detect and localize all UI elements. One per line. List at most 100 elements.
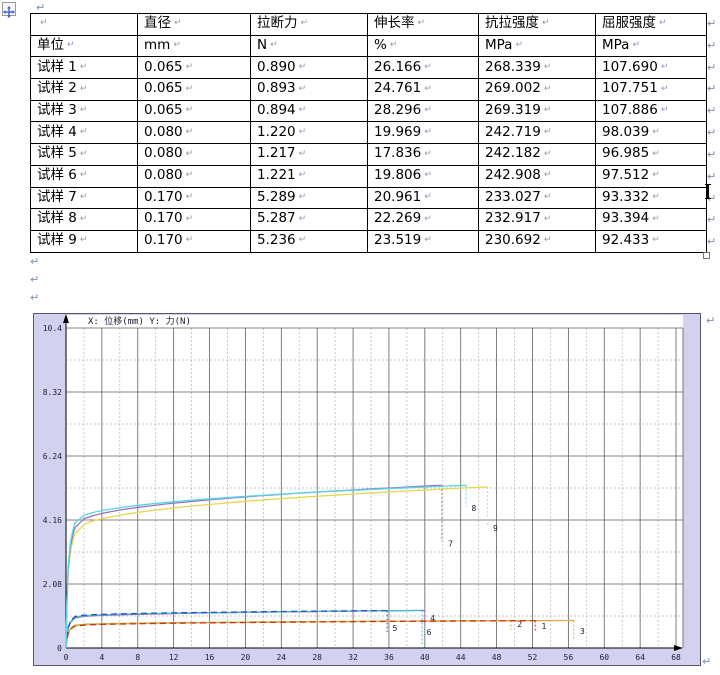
table-cell[interactable]: 24.761 ↵ [367,78,479,101]
cell-end-mark: ↵ [424,191,432,202]
cell-text: 0.170 [144,232,183,249]
table-cell[interactable]: 20.961 ↵ [367,186,479,210]
table-cell[interactable]: mm ↵ [137,34,251,58]
cell-end-mark: ↵ [632,40,641,51]
table-cell[interactable]: 0.080 ↵ [137,164,251,188]
table-cell[interactable]: 试样 4 ↵ [30,121,138,145]
table-cell[interactable]: 伸长率 ↵ [367,13,479,36]
series-label-3: 3 [580,627,585,636]
table-cell[interactable]: 5.287 ↵ [250,208,368,231]
table-cell[interactable]: 试样 5 ↵ [30,143,138,166]
table-cell[interactable]: 26.166 ↵ [367,56,479,80]
cell-end-mark: ↵ [79,191,88,202]
table-cell[interactable]: ↵ [30,13,138,36]
cell-text: 0.065 [144,101,183,118]
table-cell[interactable]: 屈服强度 ↵ [595,13,707,36]
cell-end-mark: ↵ [79,126,88,137]
cell-end-mark: ↵ [660,61,669,72]
table-header-row: ↵ 直径 ↵ 拉断力 ↵ 伸长率 ↵ 抗拉强度 ↵ 屈服强度 ↵ [30,13,707,36]
table-cell[interactable]: 242.719 ↵ [478,121,596,145]
table-cell[interactable]: 97.512 ↵ [595,164,707,188]
row-end-mark: ↵ [707,235,717,249]
cell-end-mark: ↵ [173,40,181,51]
table-cell[interactable]: 22.269 ↵ [367,208,479,231]
table-cell[interactable]: 1.220 ↵ [250,121,368,145]
table-cell[interactable]: 232.917 ↵ [478,208,596,231]
table-cell[interactable]: 拉断力 ↵ [250,13,368,36]
table-cell[interactable]: 试样 1 ↵ [30,56,138,80]
table-cell[interactable]: 直径 ↵ [137,13,251,36]
cell-text: 试样 7 [37,188,77,205]
force-displacement-chart[interactable]: X: 位移(mm) Y: 力(N) 10.4 8.32 6.24 4.16 2.08 0 0 4… [33,313,701,666]
table-cell[interactable]: 93.394 ↵ [595,208,707,231]
cell-text: 0.170 [144,188,183,205]
table-cell[interactable]: 268.339 ↵ [478,56,596,80]
text-cursor [705,184,711,199]
table-cell[interactable]: 0.065 ↵ [137,56,251,80]
table-cell[interactable]: 试样 2 ↵ [30,78,138,101]
table-cell[interactable]: 92.433 ↵ [595,229,707,253]
row-end-mark: ↵ [707,169,717,183]
cell-end-mark: ↵ [185,235,194,246]
table-cell[interactable]: 单位 ↵ [30,34,138,58]
table-cell[interactable]: 269.319 ↵ [478,99,596,123]
table-cell[interactable]: 0.065 ↵ [137,99,251,123]
table-cell[interactable]: 试样 9 ↵ [30,229,138,253]
table-cell[interactable]: 抗拉强度 ↵ [478,13,596,36]
table-cell[interactable]: 试样 3 ↵ [30,99,138,123]
table-cell[interactable]: 0.080 ↵ [137,121,251,145]
cell-text: 98.039 [602,123,650,140]
table-cell[interactable]: 1.221 ↵ [250,164,368,188]
table-cell[interactable]: 23.519 ↵ [367,229,479,253]
table-cell[interactable]: 107.690 ↵ [595,56,707,80]
cell-text: 0.890 [257,58,296,75]
cell-text: 试样 3 [37,101,77,118]
table-cell[interactable]: 233.027 ↵ [478,186,596,210]
table-cell[interactable]: 269.002 ↵ [478,78,596,101]
table-cell[interactable]: 17.836 ↵ [367,143,479,166]
table-unit-row: 单位 ↵ mm ↵ N ↵% ↵ MPa ↵ MPa ↵ [30,34,707,58]
table-row: 试样 1 ↵ 0.065 ↵ 0.890 ↵ 26.166 ↵ 268.339 ↵ 107.690 ↵ [30,56,707,80]
table-cell[interactable]: 0.894 ↵ [250,99,368,123]
table-cell[interactable]: 0.080 ↵ [137,143,251,166]
table-move-handle[interactable] [2,2,16,18]
table-cell[interactable]: 试样 7 ↵ [30,186,138,210]
x-tick-label: 60 [599,653,609,662]
table-cell[interactable]: 107.886 ↵ [595,99,707,123]
table-cell[interactable]: 5.289 ↵ [250,186,368,210]
table-row: 试样 7 ↵ 0.170 ↵ 5.289 ↵ 20.961 ↵ 233.027 ↵ 93.332 ↵ [30,186,707,210]
table-cell[interactable]: 230.692 ↵ [478,229,596,253]
table-cell[interactable]: 98.039 ↵ [595,121,707,145]
cell-text: 试样 9 [37,232,77,249]
table-cell[interactable]: 0.890 ↵ [250,56,368,80]
y-tick-label: 0 [57,644,62,653]
table-cell[interactable]: 0.170 ↵ [137,229,251,253]
table-cell[interactable]: % ↵ [367,34,479,58]
table-cell[interactable]: 1.217 ↵ [250,143,368,166]
table-cell[interactable]: 试样 6 ↵ [30,164,138,188]
table-cell[interactable]: 5.236 ↵ [250,229,368,253]
table-cell[interactable]: MPa ↵ [595,34,707,58]
table-cell[interactable]: 0.893 ↵ [250,78,368,101]
table-cell[interactable]: 19.969 ↵ [367,121,479,145]
table-cell[interactable]: 0.065 ↵ [137,78,251,101]
series-label-2: 2 [517,620,522,629]
table-cell[interactable]: 19.806 ↵ [367,164,479,188]
table-cell[interactable]: 242.908 ↵ [478,164,596,188]
table-cell[interactable]: 107.751 ↵ [595,78,707,101]
cell-text: 试样 5 [37,145,77,162]
table-cell[interactable]: 28.296 ↵ [367,99,479,123]
table-resize-handle[interactable] [703,252,710,259]
table-cell[interactable]: 试样 8 ↵ [30,208,138,231]
table-cell[interactable]: 0.170 ↵ [137,186,251,210]
table-cell[interactable]: 242.182 ↵ [478,143,596,166]
table-row: 试样 9 ↵ 0.170 ↵ 5.236 ↵ 23.519 ↵ 230.692 ↵ 92.433 ↵ [30,229,707,253]
series-label-1: 1 [541,622,546,631]
table-cell[interactable]: MPa ↵ [478,34,596,58]
table-cell[interactable]: 93.332 ↵ [595,186,707,210]
table-cell[interactable]: N ↵ [250,34,368,58]
cell-text: 0.080 [144,145,183,162]
table-cell[interactable]: 96.985 ↵ [595,143,707,166]
table-cell[interactable]: 0.170 ↵ [137,208,251,231]
